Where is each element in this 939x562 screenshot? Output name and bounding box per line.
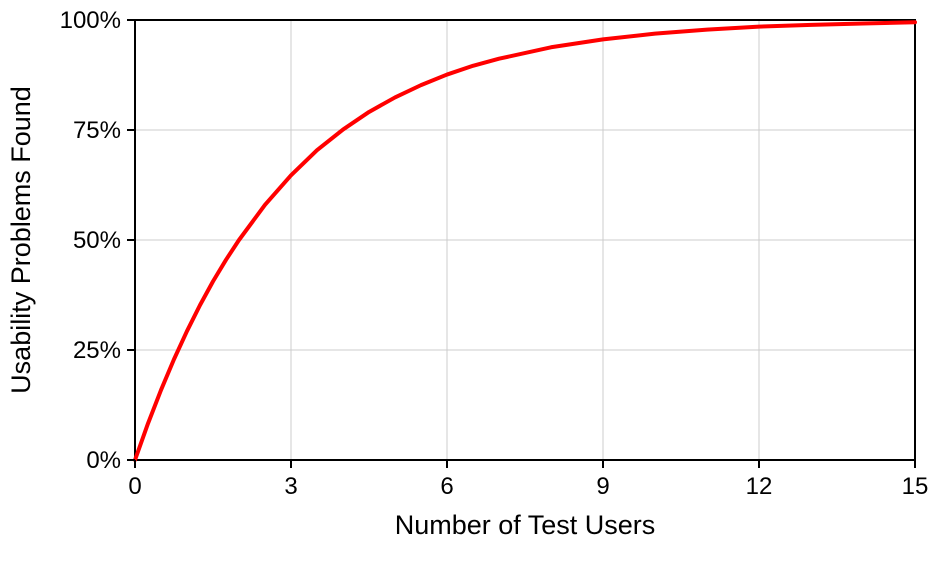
y-tick-label: 100%	[60, 7, 121, 34]
y-tick-label: 75%	[73, 117, 121, 144]
y-tick-label: 50%	[73, 227, 121, 254]
chart-container: 0 3 6 9 12 15 0% 25% 50% 75% 100% Number of Test Us…	[0, 0, 939, 562]
usability-curve-chart: 0 3 6 9 12 15 0% 25% 50% 75% 100% Number of Test Us…	[0, 0, 939, 562]
y-axis-label: Usability Problems Found	[6, 86, 36, 394]
x-tick-label: 12	[746, 473, 773, 500]
x-tick-label: 15	[902, 473, 929, 500]
y-tick-label: 0%	[86, 447, 121, 474]
x-tick-label: 6	[440, 473, 453, 500]
x-tick-label: 3	[284, 473, 297, 500]
y-tick-label: 25%	[73, 337, 121, 364]
x-tick-label: 0	[128, 473, 141, 500]
x-axis-label: Number of Test Users	[395, 510, 656, 540]
x-tick-label: 9	[596, 473, 609, 500]
